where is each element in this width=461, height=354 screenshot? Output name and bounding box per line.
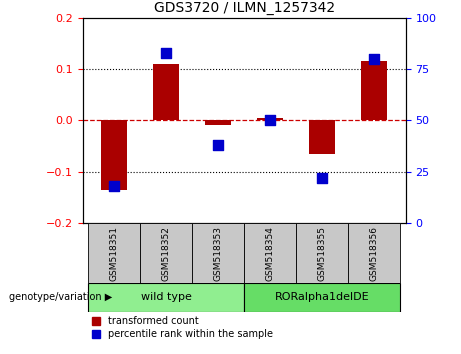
Bar (88, 283, 244, 312)
Bar (349, 223, 401, 283)
Text: RORalpha1delDE: RORalpha1delDE (275, 292, 370, 302)
Text: GSM518352: GSM518352 (162, 225, 171, 281)
Legend: transformed count, percentile rank within the sample: transformed count, percentile rank withi… (93, 316, 273, 339)
Bar (257, 118, 284, 120)
Text: GSM518354: GSM518354 (266, 225, 275, 281)
Bar (244, 283, 401, 312)
Bar (361, 61, 387, 120)
Text: wild type: wild type (141, 292, 192, 302)
Bar (244, 223, 296, 283)
Title: GDS3720 / ILMN_1257342: GDS3720 / ILMN_1257342 (154, 1, 335, 15)
Text: genotype/variation ▶: genotype/variation ▶ (9, 292, 112, 302)
Bar (101, 120, 127, 190)
Point (371, 56, 378, 62)
Bar (192, 223, 244, 283)
Bar (140, 223, 192, 283)
Bar (153, 64, 179, 120)
Point (111, 183, 118, 189)
Bar (205, 120, 231, 126)
Text: GSM518355: GSM518355 (318, 225, 327, 281)
Point (215, 142, 222, 148)
Point (266, 118, 274, 123)
Bar (309, 120, 336, 154)
Point (319, 175, 326, 181)
Bar (88, 223, 140, 283)
Point (163, 50, 170, 56)
Text: GSM518356: GSM518356 (370, 225, 379, 281)
Text: GSM518353: GSM518353 (214, 225, 223, 281)
Text: GSM518351: GSM518351 (110, 225, 119, 281)
Bar (296, 223, 349, 283)
